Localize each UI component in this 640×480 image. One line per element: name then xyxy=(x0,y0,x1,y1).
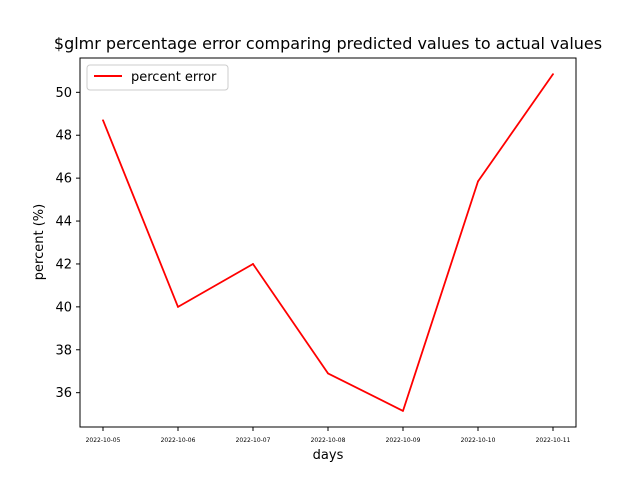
y-tick-label: 40 xyxy=(55,300,72,315)
x-axis-label: days xyxy=(313,448,344,463)
y-axis: 36 38 40 42 44 46 48 50 xyxy=(55,86,80,401)
legend-box xyxy=(86,64,229,91)
y-tick-label: 48 xyxy=(55,129,72,144)
data-point xyxy=(177,305,179,308)
y-tick-label: 50 xyxy=(55,86,72,101)
data-point xyxy=(402,410,404,412)
x-tick-label: 2022-10-07 xyxy=(236,437,271,444)
data-point xyxy=(252,263,254,265)
x-tick-label: 2022-10-10 xyxy=(461,437,496,444)
x-tick-label: 2022-10-08 xyxy=(311,437,346,444)
data-point xyxy=(552,73,554,75)
data-point xyxy=(477,180,479,183)
y-tick-label: 36 xyxy=(55,386,72,401)
x-axis: 2022-10-05 2022-10-06 2022-10-07 2022-10-08… xyxy=(86,427,571,444)
x-tick-label: 2022-10-05 xyxy=(86,437,121,444)
x-tick-label: 2022-10-09 xyxy=(386,437,421,444)
x-tick-label: 2022-10-06 xyxy=(161,437,196,444)
chart-title: $glmr percentage error comparing predict… xyxy=(54,34,602,53)
y-axis-label: percent (%) xyxy=(32,204,47,280)
y-tick-label: 42 xyxy=(55,257,72,272)
data-point xyxy=(327,372,329,375)
x-tick-label: 2022-10-11 xyxy=(536,437,571,444)
data-point xyxy=(102,119,104,122)
legend-label: percent error xyxy=(131,70,217,85)
y-tick-label: 44 xyxy=(55,215,72,230)
y-tick-label: 46 xyxy=(55,172,72,187)
legend: percent error xyxy=(86,64,229,91)
series-line-percent-error xyxy=(102,73,554,412)
series-layer xyxy=(102,73,554,412)
plot-frame xyxy=(79,57,577,428)
y-tick-label: 38 xyxy=(55,343,72,358)
